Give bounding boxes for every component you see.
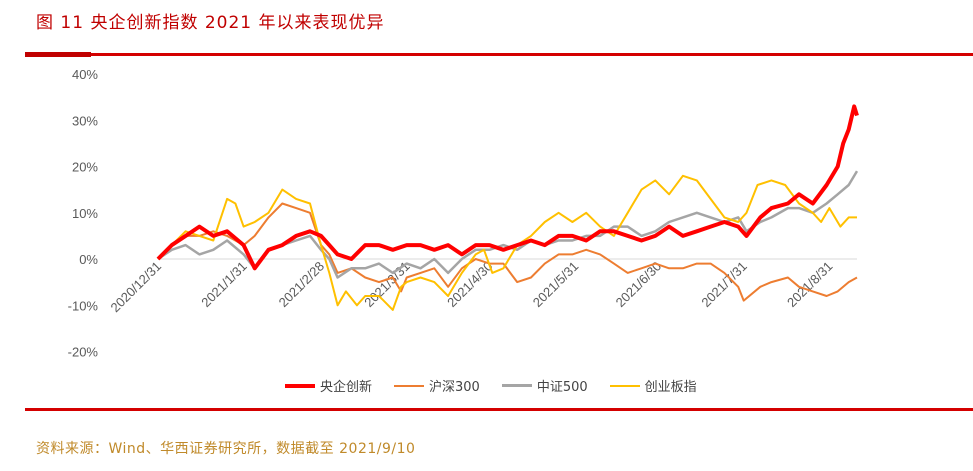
x-tick-label: 2020/12/31 <box>107 259 164 316</box>
series-line-1 <box>157 202 858 302</box>
legend-swatch <box>394 384 425 387</box>
legend-label: 中证500 <box>536 380 588 395</box>
footer-divider <box>25 408 973 411</box>
x-tick-label: 2021/8/31 <box>784 259 836 311</box>
legend-swatch <box>285 383 315 388</box>
legend-item: 创业板指 <box>609 376 697 395</box>
source-note: 资料来源：Wind、华西证券研究所，数据截至 2021/9/10 <box>36 441 416 457</box>
x-tick-label: 2021/1/31 <box>198 259 250 311</box>
x-tick-label: 2021/2/28 <box>276 259 328 311</box>
chart-legend: 央企创新 沪深300 中证500 创业板指 <box>285 376 697 395</box>
legend-label: 沪深300 <box>429 380 480 395</box>
legend-swatch <box>501 384 532 387</box>
figure-title: 图 11 央企创新指数 2021 年以来表现优异 <box>36 13 385 33</box>
x-tick-label: 2021/6/30 <box>613 259 665 311</box>
y-tick-label: 20% <box>72 160 98 175</box>
x-tick-label: 2021/5/31 <box>530 259 582 311</box>
y-tick-label: 40% <box>72 67 98 82</box>
y-tick-label: 30% <box>72 113 98 128</box>
y-tick-label: -20% <box>68 345 99 360</box>
y-tick-label: 10% <box>72 206 98 221</box>
y-tick-label: 0% <box>79 252 98 267</box>
legend-item: 央企创新 <box>285 376 372 395</box>
series-line-0 <box>156 104 859 271</box>
title-divider <box>25 52 973 57</box>
x-tick-label: 2021/7/31 <box>698 259 750 311</box>
legend-swatch <box>609 384 640 387</box>
legend-item: 沪深300 <box>394 376 480 395</box>
series-line-3 <box>157 174 857 311</box>
legend-label: 创业板指 <box>644 380 697 395</box>
y-tick-label: -10% <box>68 298 99 313</box>
legend-label: 央企创新 <box>320 380 373 395</box>
x-tick-label: 2021/4/30 <box>444 259 496 311</box>
legend-item: 中证500 <box>501 376 588 395</box>
